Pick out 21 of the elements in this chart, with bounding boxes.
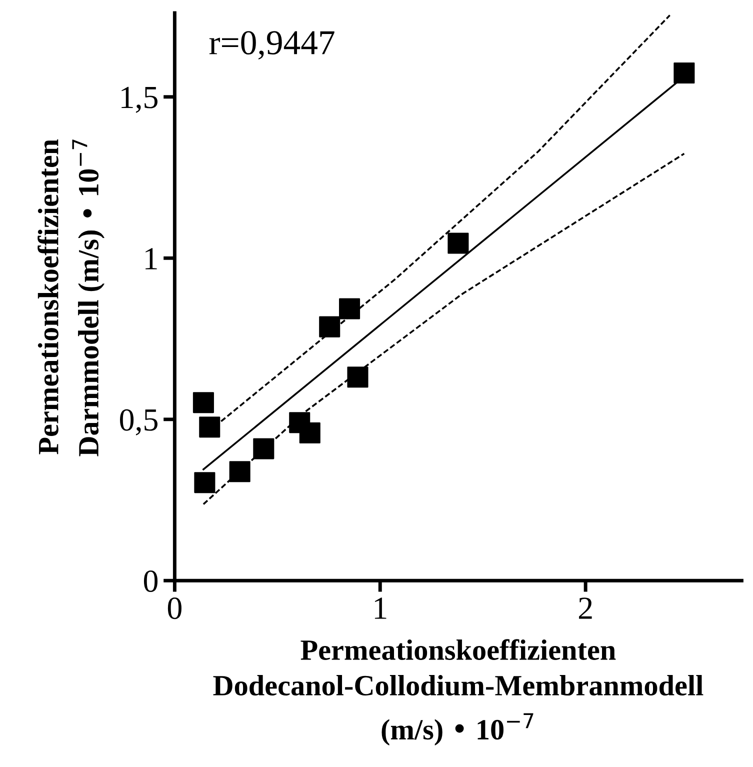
- y-tick-label: 1,5: [122, 86, 158, 113]
- point: [192, 392, 214, 414]
- point: [448, 232, 469, 254]
- point: [199, 416, 220, 438]
- point: [347, 366, 368, 388]
- x-axis-title: Permeationskoeffizienten Dodecanol-Collodium-Membranmodell (m/s) • 10$^{−7}$: [213, 639, 704, 746]
- x-tick-label: 2: [578, 598, 592, 619]
- point: [194, 472, 216, 494]
- point: [339, 298, 360, 320]
- point: [319, 316, 340, 338]
- y-tick-label: 1: [146, 248, 157, 270]
- annotation: r=0,9447: [209, 31, 334, 60]
- y-tick-label: 0: [144, 570, 158, 592]
- point: [674, 62, 695, 84]
- point: [229, 461, 250, 482]
- x-tick-label: 0: [168, 598, 182, 620]
- point: [299, 422, 320, 444]
- point: [253, 438, 274, 460]
- x-tick-label: 1: [374, 598, 386, 619]
- y-tick-label: 0,5: [120, 409, 158, 436]
- y-axis-title: Permeationskoeffizienten Darmmodell (m/s) • 10$^{−7}$: [38, 139, 104, 456]
